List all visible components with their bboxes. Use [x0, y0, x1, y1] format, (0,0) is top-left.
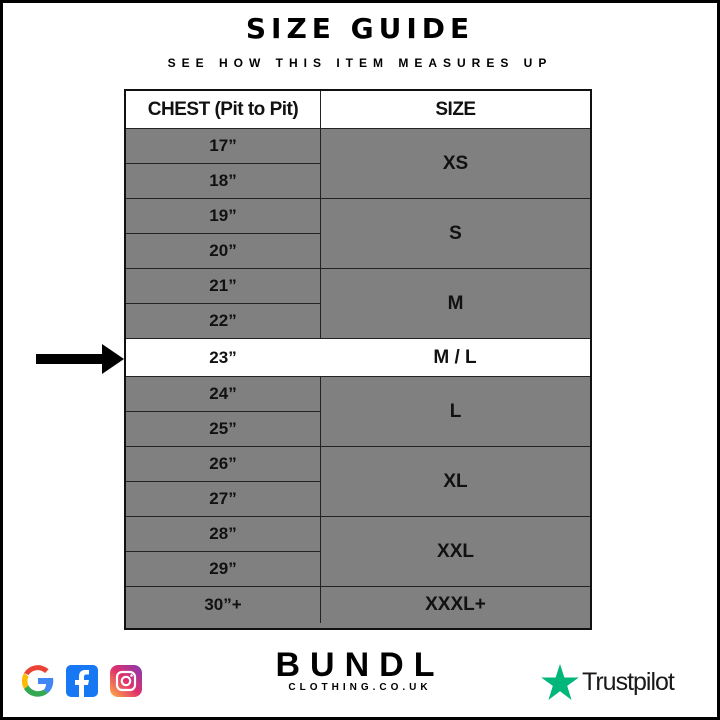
brand-logo: BUNDL CLOTHING.CO.UK — [250, 648, 470, 693]
size-cell: M / L — [320, 338, 590, 376]
header-chest: CHEST (Pit to Pit) — [126, 91, 320, 128]
chest-cell: 22” — [126, 303, 320, 338]
facebook-icon[interactable] — [66, 664, 98, 698]
chest-cell: 26” — [126, 446, 320, 481]
arrow-right-icon — [36, 344, 124, 374]
size-cell: XXL — [320, 516, 590, 586]
chest-cell: 21” — [126, 268, 320, 303]
chest-cell: 23” — [126, 338, 320, 376]
brand-subtitle: CLOTHING.CO.UK — [288, 682, 432, 693]
page-title: SIZE GUIDE — [245, 12, 475, 45]
social-icons — [22, 664, 142, 698]
chest-cell: 27” — [126, 481, 320, 516]
page-subtitle: SEE HOW THIS ITEM MEASURES UP — [167, 56, 553, 70]
chest-cell: 18” — [126, 163, 320, 198]
chest-cell: 28” — [126, 516, 320, 551]
chest-cell: 30”+ — [126, 586, 320, 623]
size-cell: M — [320, 268, 590, 338]
chest-cell: 19” — [126, 198, 320, 233]
trustpilot-logo[interactable]: Trustpilot — [541, 664, 675, 700]
chest-cell: 17” — [126, 128, 320, 163]
size-cell: XXXL+ — [320, 586, 590, 623]
size-cell: XL — [320, 446, 590, 516]
instagram-icon[interactable] — [110, 664, 142, 698]
chest-cell: 20” — [126, 233, 320, 268]
size-cell: S — [320, 198, 590, 268]
chest-cell: 29” — [126, 551, 320, 586]
size-cell: XS — [320, 128, 590, 198]
chest-cell: 25” — [126, 411, 320, 446]
star-icon — [541, 664, 579, 700]
size-table: CHEST (Pit to Pit) SIZE 17” 18” 19” 20” 21” 2… — [124, 89, 592, 630]
google-icon[interactable] — [22, 664, 54, 698]
header-size: SIZE — [320, 91, 590, 128]
brand-name: BUNDL — [275, 646, 445, 684]
chest-cell: 24” — [126, 376, 320, 411]
trustpilot-text: Trustpilot — [582, 667, 675, 696]
size-cell: L — [320, 376, 590, 446]
